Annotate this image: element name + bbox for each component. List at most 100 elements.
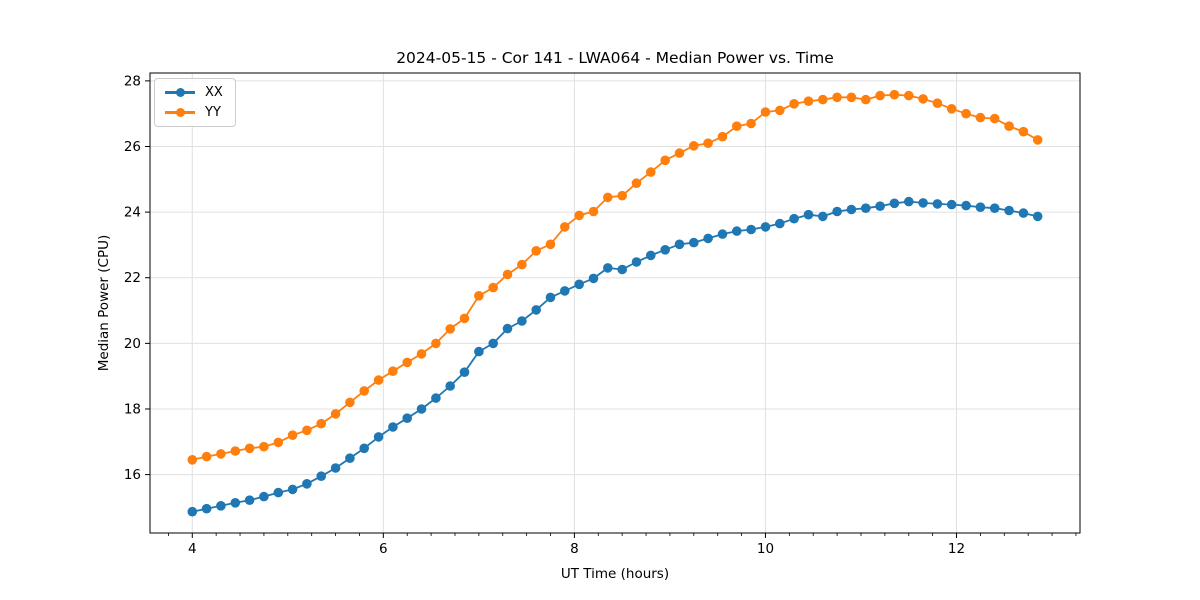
data-point	[201, 503, 212, 514]
data-point	[531, 246, 541, 256]
data-point	[474, 291, 484, 301]
data-point	[560, 286, 570, 296]
data-point	[230, 446, 241, 456]
grid	[150, 73, 1080, 533]
data-point	[259, 491, 269, 502]
data-point	[889, 89, 900, 100]
data-point	[431, 338, 441, 349]
data-point	[603, 192, 613, 203]
data-point	[818, 94, 828, 105]
data-point	[717, 229, 728, 239]
data-point	[617, 190, 627, 201]
data-point	[316, 471, 327, 482]
data-point	[904, 196, 914, 207]
data-point	[201, 451, 212, 462]
legend-label-xx: XX	[205, 85, 223, 100]
data-point	[588, 273, 599, 284]
plot-title: 2024-05-15 - Cor 141 - LWA064 - Median P…	[396, 49, 834, 67]
data-point	[287, 430, 298, 441]
data-point	[789, 99, 799, 109]
data-point	[703, 138, 713, 148]
data-point	[574, 279, 584, 290]
data-point	[732, 121, 742, 131]
data-point	[846, 92, 857, 103]
data-point	[216, 449, 226, 459]
data-point	[904, 90, 914, 101]
data-point	[330, 409, 341, 419]
data-point	[861, 94, 871, 105]
data-point	[932, 199, 943, 209]
data-point	[416, 404, 427, 414]
data-point	[775, 105, 785, 116]
svg-text:4: 4	[188, 541, 197, 557]
data-point	[273, 437, 284, 448]
data-point	[316, 418, 327, 429]
data-point	[373, 432, 384, 442]
data-point	[488, 338, 499, 349]
y-axis: 16 18 20 22 24 26 28	[124, 73, 150, 483]
data-point	[216, 501, 226, 511]
x-axis: 4 6 8 10 12	[167, 533, 1077, 557]
data-point	[588, 206, 599, 217]
data-point	[932, 98, 943, 108]
data-point	[989, 113, 1000, 124]
data-point	[775, 218, 785, 229]
legend: XX YY	[154, 78, 236, 127]
data-point	[975, 112, 986, 123]
data-point	[689, 141, 699, 151]
svg-text:18: 18	[124, 401, 141, 417]
data-point	[646, 250, 656, 261]
data-point	[445, 324, 456, 334]
svg-text:20: 20	[124, 336, 141, 352]
svg-text:8: 8	[570, 541, 579, 557]
data-point	[889, 198, 900, 209]
data-point	[445, 381, 456, 391]
legend-marker-yy	[165, 106, 195, 119]
data-point	[818, 211, 828, 222]
data-point	[617, 264, 627, 275]
data-point	[961, 108, 971, 119]
data-point	[388, 366, 398, 377]
data-point	[760, 107, 771, 117]
svg-text:6: 6	[379, 541, 388, 557]
series-yy	[187, 89, 1043, 465]
svg-text:26: 26	[124, 139, 141, 155]
data-point	[875, 201, 885, 211]
data-point	[803, 209, 814, 220]
data-point	[1018, 208, 1029, 218]
data-point	[273, 487, 284, 498]
data-point	[861, 203, 871, 213]
data-point	[918, 94, 928, 104]
svg-text:12: 12	[948, 541, 965, 557]
data-point	[1032, 135, 1043, 145]
data-point	[1032, 211, 1043, 222]
data-point	[502, 323, 513, 334]
data-point	[660, 245, 670, 255]
y-axis-label: Median Power (CPU)	[96, 234, 112, 372]
svg-text:24: 24	[124, 205, 141, 221]
data-point	[975, 202, 986, 212]
data-point	[689, 237, 699, 248]
data-point	[803, 96, 814, 106]
svg-text:10: 10	[757, 541, 774, 557]
data-point	[359, 443, 370, 454]
data-point	[345, 453, 355, 464]
data-point	[875, 90, 885, 101]
data-point	[345, 397, 355, 408]
data-point	[746, 224, 756, 235]
data-point	[302, 425, 312, 436]
data-point	[946, 199, 957, 210]
x-axis-label: UT Time (hours)	[560, 566, 670, 582]
data-point	[488, 282, 499, 293]
data-point	[746, 118, 756, 129]
data-point	[388, 422, 398, 432]
svg-text:16: 16	[124, 467, 141, 483]
data-point	[244, 495, 255, 506]
data-point	[674, 148, 685, 158]
data-point	[560, 222, 570, 232]
svg-text:22: 22	[124, 270, 141, 286]
data-point	[961, 200, 971, 211]
data-point	[703, 233, 713, 244]
data-point	[244, 443, 255, 454]
data-point	[674, 239, 685, 250]
